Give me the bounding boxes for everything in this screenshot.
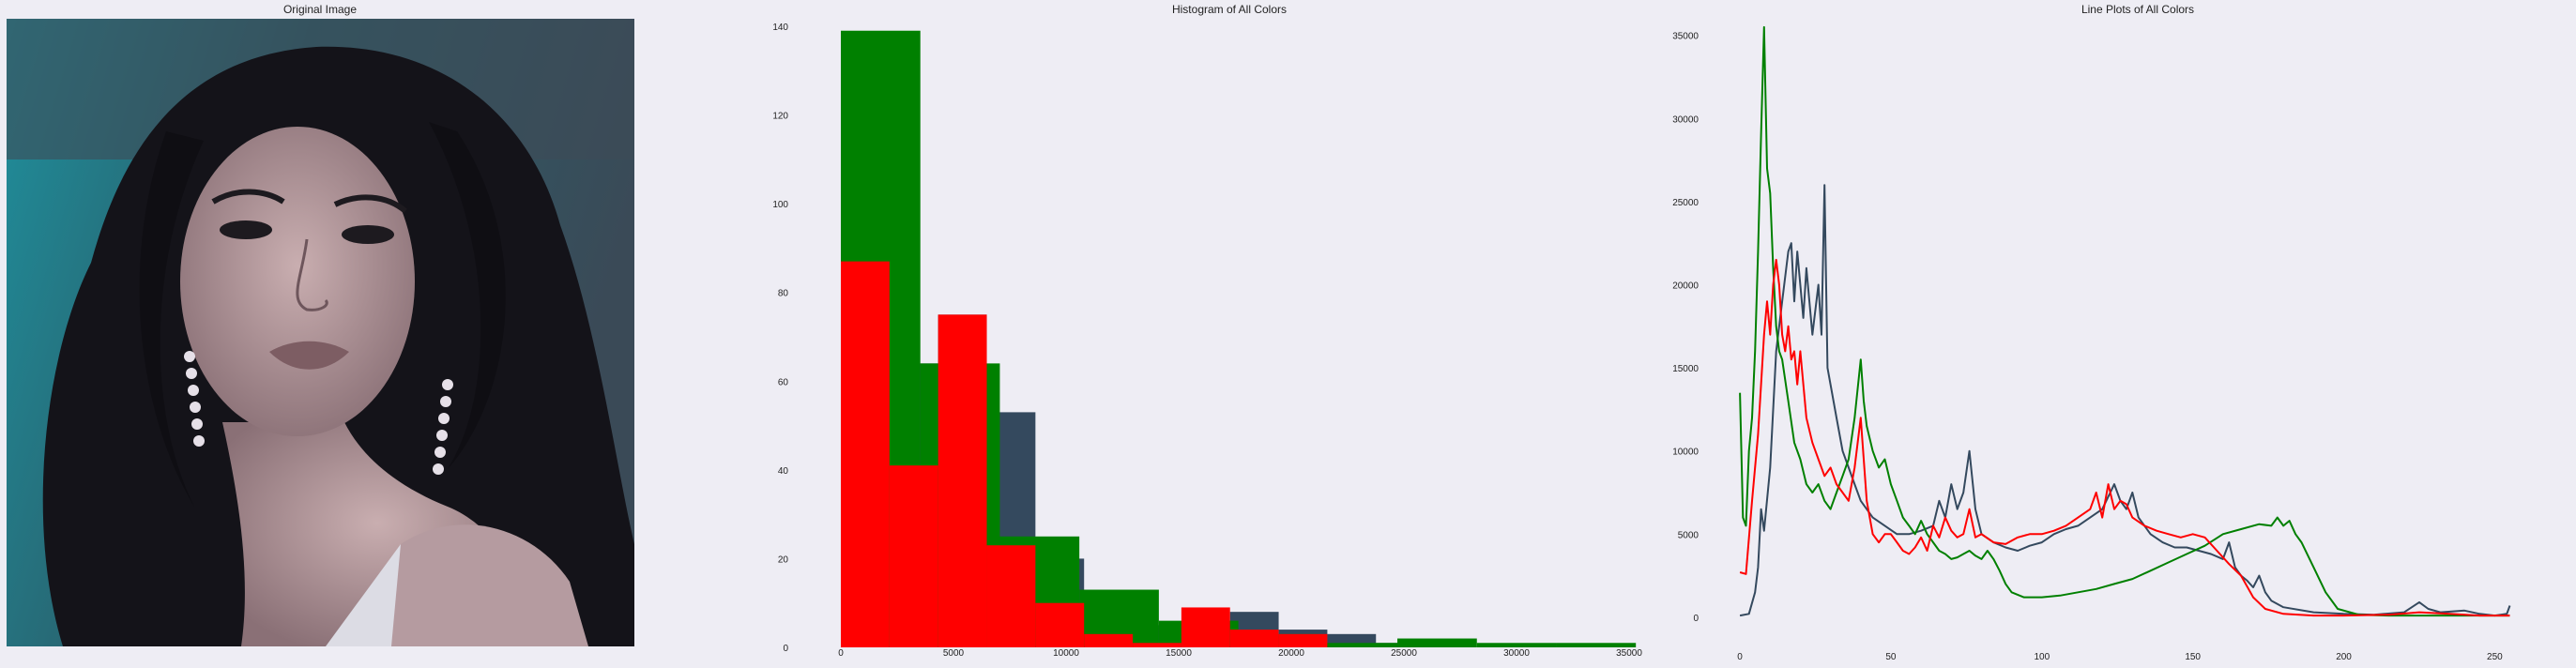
histogram-x-tick-label: 10000 — [1053, 648, 1079, 659]
line-series-group — [1739, 25, 2511, 617]
histogram-bar — [986, 545, 1036, 647]
histogram-bar — [1476, 643, 1557, 647]
original-image — [7, 19, 634, 646]
histogram-bar — [1238, 633, 1318, 647]
histogram-bar — [1181, 620, 1230, 647]
histogram-bar — [1556, 643, 1637, 647]
histogram-y-tick-label: 20 — [778, 554, 789, 565]
line-ticks: 0 50 100 150 200 250 0 5000 10000 15000 20000 25000… — [1672, 32, 2503, 662]
histogram-bars — [841, 30, 1637, 647]
histogram-bar — [986, 412, 1036, 647]
histogram-y-tick-label: 140 — [772, 23, 788, 33]
histogram-bar — [999, 536, 1080, 647]
line-y-tick-label: 35000 — [1672, 32, 1699, 42]
histogram-bar — [1181, 607, 1230, 647]
histogram-y-tick-label: 0 — [783, 644, 788, 654]
histogram-bar — [1158, 620, 1239, 647]
line-plot-title: Line Plots of All Colors — [2081, 3, 2195, 16]
histogram-bar — [1133, 625, 1181, 647]
histogram-title: Histogram of All Colors — [1171, 3, 1288, 16]
histogram-bar — [841, 261, 890, 647]
line-y-tick-label: 5000 — [1678, 530, 1700, 540]
histogram-x-tick-label: 25000 — [1391, 648, 1417, 659]
histogram-bar — [1229, 612, 1279, 647]
histogram-bar — [1035, 602, 1085, 647]
line-y-tick-label: 20000 — [1672, 281, 1699, 292]
histogram-x-tick-label: 30000 — [1503, 648, 1530, 659]
line-x-tick-label: 50 — [1885, 652, 1897, 662]
line-x-tick-label: 250 — [2487, 652, 2503, 662]
line-y-tick-label: 10000 — [1672, 448, 1699, 458]
histogram-bar — [841, 261, 890, 647]
image-panel-title: Original Image — [282, 3, 358, 16]
histogram-bar — [1133, 643, 1181, 647]
histogram-bar — [1278, 633, 1328, 647]
line-y-tick-label: 30000 — [1672, 114, 1699, 125]
histogram-y-tick-label: 120 — [772, 112, 788, 122]
histogram-bar — [1327, 633, 1377, 647]
histogram-bar — [1376, 643, 1425, 647]
histogram-bar — [1084, 602, 1134, 647]
line-x-tick-label: 0 — [1737, 652, 1743, 662]
line-x-tick-label: 100 — [2034, 652, 2050, 662]
line-x-tick-label: 200 — [2336, 652, 2352, 662]
histogram-x-tick-label: 20000 — [1278, 648, 1304, 659]
histogram-bar — [889, 465, 938, 647]
histogram-bar — [937, 314, 987, 647]
histogram-bar — [841, 30, 921, 647]
histogram-bar — [889, 363, 938, 647]
histogram-x-tick-label: 15000 — [1166, 648, 1192, 659]
histogram-bar — [1079, 589, 1159, 647]
histogram-y-tick-label: 80 — [778, 289, 789, 299]
histogram-bar — [937, 314, 987, 647]
histogram-bar — [1278, 630, 1328, 647]
line-series — [1739, 184, 2511, 617]
histogram-y-tick-label: 100 — [772, 200, 788, 210]
histogram-x-tick-label: 5000 — [943, 648, 965, 659]
line-y-tick-label: 25000 — [1672, 198, 1699, 208]
histogram-x-tick-label: 0 — [838, 648, 844, 659]
histogram-bar — [1318, 643, 1398, 647]
histogram-bar — [1397, 638, 1477, 647]
portrait-photo — [7, 19, 634, 646]
histogram-bar — [1229, 630, 1279, 647]
histogram-ticks: 0 5000 10000 15000 20000 25000 30000 35000 0 20 40… — [772, 23, 1642, 659]
histogram-bar — [1035, 558, 1085, 647]
line-series — [1739, 258, 2510, 617]
line-y-tick-label: 15000 — [1672, 364, 1699, 374]
line-x-tick-label: 150 — [2185, 652, 2201, 662]
line-series — [1739, 25, 2510, 617]
line-y-tick-label: 0 — [1693, 614, 1699, 624]
histogram-bar — [1084, 633, 1134, 647]
histogram-x-tick-label: 35000 — [1616, 648, 1642, 659]
histogram-y-tick-label: 40 — [778, 466, 789, 477]
histogram-bar — [920, 363, 1000, 647]
histogram-y-tick-label: 60 — [778, 377, 789, 387]
